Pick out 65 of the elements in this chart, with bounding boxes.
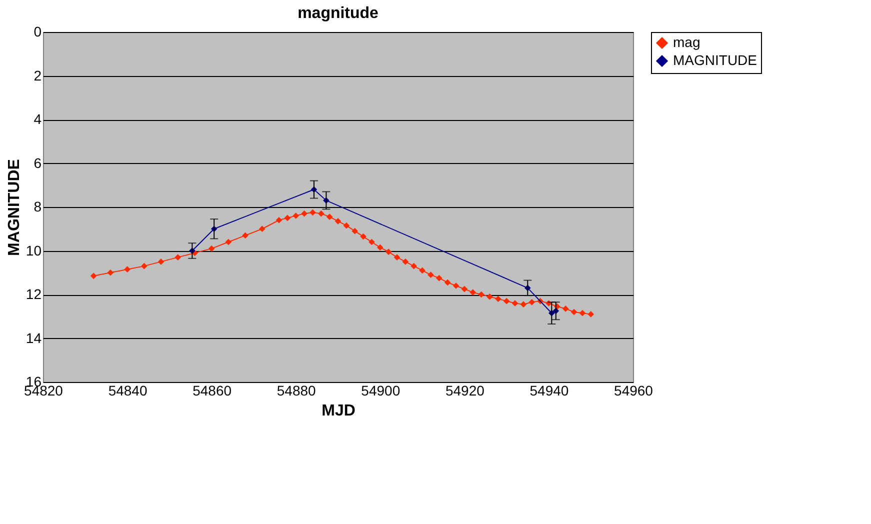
point: [225, 238, 232, 246]
point: [360, 233, 366, 240]
y-tick-label: 2: [34, 67, 42, 84]
point: [242, 232, 248, 239]
point: [428, 272, 434, 278]
point: [343, 222, 350, 229]
point: [107, 269, 114, 276]
point: [512, 300, 518, 306]
point: [140, 262, 148, 270]
point: [470, 289, 476, 296]
point: [444, 279, 451, 286]
point: [124, 266, 130, 273]
point: [334, 218, 342, 224]
legend-label: MAGNITUDE: [673, 52, 757, 68]
point: [579, 310, 586, 316]
point: [276, 216, 282, 224]
point: [402, 258, 409, 265]
x-tick-label: 54840: [108, 382, 148, 398]
x-tick-label: 54860: [192, 382, 232, 398]
point: [588, 311, 594, 318]
y-tick-label: 8: [34, 198, 42, 214]
chart-title: magnitude: [298, 5, 379, 22]
point: [385, 248, 392, 256]
point: [503, 298, 510, 304]
point: [326, 214, 333, 220]
point: [158, 258, 164, 265]
y-tick-label: 14: [26, 330, 42, 346]
y-tick-label: 10: [26, 242, 42, 258]
point: [562, 306, 569, 312]
point: [452, 282, 460, 289]
point: [486, 294, 493, 300]
point: [410, 262, 418, 270]
point: [292, 212, 300, 219]
point: [394, 254, 400, 260]
point: [301, 210, 308, 217]
point: [174, 254, 182, 260]
point: [436, 274, 442, 282]
y-tick-label: 4: [34, 111, 42, 127]
point: [258, 226, 266, 232]
point: [570, 308, 578, 316]
point: [318, 210, 324, 217]
point: [461, 286, 468, 292]
point: [352, 228, 358, 234]
x-tick-label: 54920: [445, 382, 485, 398]
point: [208, 245, 215, 252]
x-tick-label: 54880: [276, 382, 316, 398]
x-tick-label: 54940: [530, 382, 569, 398]
x-axis-title: MJD: [322, 402, 356, 420]
point: [520, 301, 527, 308]
point: [419, 267, 426, 274]
point: [90, 272, 97, 280]
y-axis-title: MAGNITUDE: [6, 158, 23, 256]
y-tick-label: 12: [26, 286, 42, 302]
point: [284, 214, 291, 222]
point: [376, 244, 384, 251]
point: [528, 298, 536, 306]
legend-label: mag: [673, 34, 700, 50]
x-tick-label: 54960: [614, 382, 654, 398]
y-tick-label: 0: [34, 24, 42, 40]
point: [478, 291, 484, 298]
point: [494, 296, 502, 302]
y-tick-label: 6: [34, 154, 42, 171]
point: [310, 209, 316, 216]
x-tick-label: 54900: [361, 382, 400, 398]
point: [368, 238, 375, 246]
